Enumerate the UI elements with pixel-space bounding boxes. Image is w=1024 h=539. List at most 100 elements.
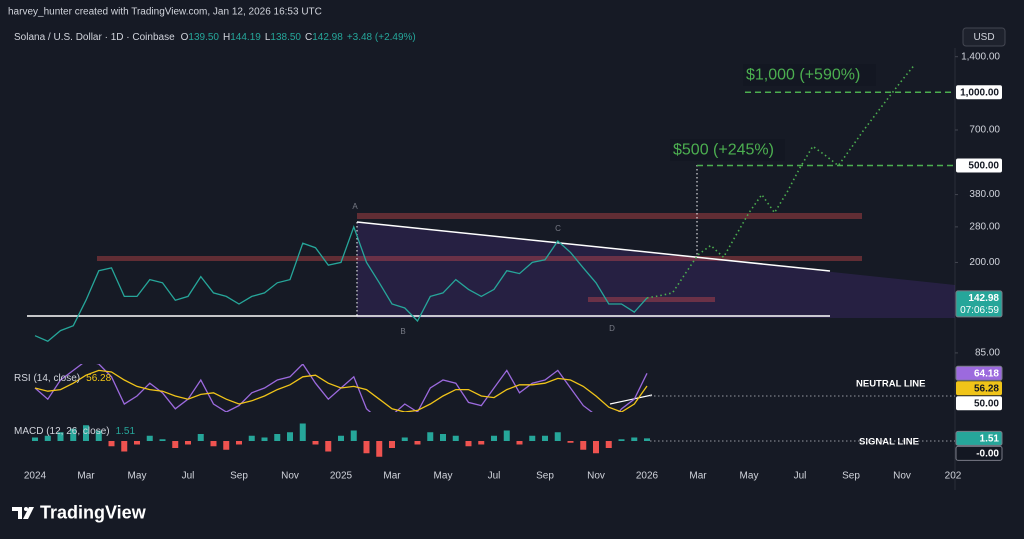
- histogram-bar: [580, 441, 587, 450]
- y-tick-label: 85.00: [975, 348, 1000, 359]
- x-tick-label: May: [128, 471, 147, 482]
- triangle-area: [357, 222, 955, 318]
- ohlc-label: L: [265, 32, 271, 43]
- currency[interactable]: USD: [973, 32, 994, 43]
- x-tick-label: Nov: [587, 471, 605, 482]
- x-tick-label: Sep: [536, 471, 554, 482]
- x-tick-label: May: [740, 471, 759, 482]
- value-tag-label: -0.00: [976, 448, 999, 459]
- resistance-zone: [357, 213, 862, 219]
- series-line: [34, 224, 648, 342]
- legend-value: 1.51: [116, 426, 136, 437]
- histogram-bar: [44, 435, 51, 441]
- legend-value: 56.28: [86, 373, 111, 384]
- histogram-bar: [593, 441, 599, 454]
- value-tag: [955, 430, 1003, 446]
- x-tick-label: 2025: [330, 471, 353, 482]
- histogram-bar: [491, 435, 497, 441]
- annotation: SIGNAL LINE: [859, 437, 919, 448]
- histogram-bar: [554, 432, 561, 441]
- ohlc-value: 138.50: [270, 32, 301, 43]
- annotation-box: [670, 139, 785, 161]
- y-tick-label: 280.00: [969, 222, 1000, 233]
- histogram-bar: [401, 437, 408, 441]
- histogram-bar: [108, 441, 115, 447]
- y-tick-label: 380.00: [969, 189, 1000, 200]
- value-tag-label: 50.00: [974, 398, 999, 409]
- ohlc-value: 139.50: [188, 32, 219, 43]
- histogram-bar: [325, 441, 332, 452]
- value-tag: [956, 396, 1002, 411]
- pivot-label: D: [609, 324, 615, 333]
- histogram-bar: [274, 434, 281, 441]
- pane: [34, 364, 648, 412]
- histogram-bar: [121, 441, 128, 452]
- pivot-label: B: [400, 327, 405, 336]
- pane: [34, 63, 916, 342]
- x-tick-label: 2024: [24, 471, 47, 482]
- histogram-bar: [452, 435, 459, 441]
- pane-legend: MACD (12, 26, close) 1.51: [14, 426, 135, 437]
- resistance-zone: [97, 256, 862, 261]
- value-tag: [955, 290, 1003, 318]
- y-tick-label: 1,400.00: [961, 51, 1000, 62]
- pane-title: MACD (12, 26, close): [14, 426, 110, 437]
- histogram-bar: [363, 441, 370, 454]
- currency-box[interactable]: [962, 27, 1006, 47]
- histogram-bar: [172, 441, 179, 448]
- histogram-bar: [159, 439, 166, 441]
- value-tag: [956, 85, 1002, 100]
- pane-title: Solana / U.S. Dollar · 1D · Coinbase: [14, 32, 175, 43]
- y-tick-label: 700.00: [969, 125, 1000, 136]
- histogram-bar: [427, 432, 434, 441]
- rsi-trend-line: [609, 394, 653, 405]
- ohlc-label: O: [181, 32, 189, 43]
- value-tag-label: 500.00: [968, 161, 999, 172]
- ohlc-value: 144.19: [230, 32, 261, 43]
- value-tag-label: 142.98: [968, 293, 999, 304]
- histogram-bar: [478, 441, 485, 445]
- annotation-box: [743, 64, 876, 86]
- x-tick-label: Jul: [182, 471, 195, 482]
- logo-icon: [12, 507, 34, 519]
- ohlc-value: 142.98: [312, 32, 343, 43]
- histogram-bar: [605, 441, 612, 448]
- histogram-bar: [83, 425, 89, 441]
- value-tag-label: 1.51: [980, 433, 1000, 444]
- histogram-bar: [236, 441, 242, 445]
- annotation: $1,000 (+590%): [746, 67, 860, 84]
- ohlc-label: C: [305, 32, 312, 43]
- ohlc-label: H: [223, 32, 230, 43]
- x-tick-label: Nov: [893, 471, 911, 482]
- annotation: $500 (+245%): [673, 142, 774, 159]
- histogram-bar: [350, 430, 357, 441]
- value-tag: [956, 158, 1002, 173]
- histogram-bar: [299, 423, 306, 441]
- histogram-bar: [414, 441, 421, 445]
- x-tick-label: Mar: [77, 471, 95, 482]
- x-tick-label: Mar: [383, 471, 401, 482]
- histogram-bar: [32, 437, 38, 441]
- y-tick-label: 200.00: [969, 257, 1000, 268]
- histogram-bar: [338, 435, 344, 441]
- histogram-bar: [516, 441, 523, 445]
- x-tick-label: Nov: [281, 471, 299, 482]
- histogram-bar: [197, 434, 204, 441]
- histogram-bar: [223, 441, 230, 450]
- histogram-bar: [95, 430, 102, 441]
- annotation: NEUTRAL LINE: [856, 379, 926, 390]
- value-tag-label: 1,000.00: [960, 87, 999, 98]
- histogram-bar: [210, 441, 217, 447]
- x-tick-label: Jul: [794, 471, 807, 482]
- value-tag-label: 56.28: [974, 383, 999, 394]
- x-tick-label: 202: [945, 471, 962, 482]
- x-tick-label: Sep: [842, 471, 860, 482]
- histogram-bar: [312, 441, 319, 445]
- pane-legend: Solana / U.S. Dollar · 1D · Coinbase O139…: [14, 32, 416, 43]
- pane: [32, 423, 650, 457]
- histogram-bar: [644, 438, 650, 441]
- histogram-bar: [376, 441, 383, 457]
- logo-text: TradingView: [40, 502, 147, 522]
- histogram-bar: [503, 430, 510, 441]
